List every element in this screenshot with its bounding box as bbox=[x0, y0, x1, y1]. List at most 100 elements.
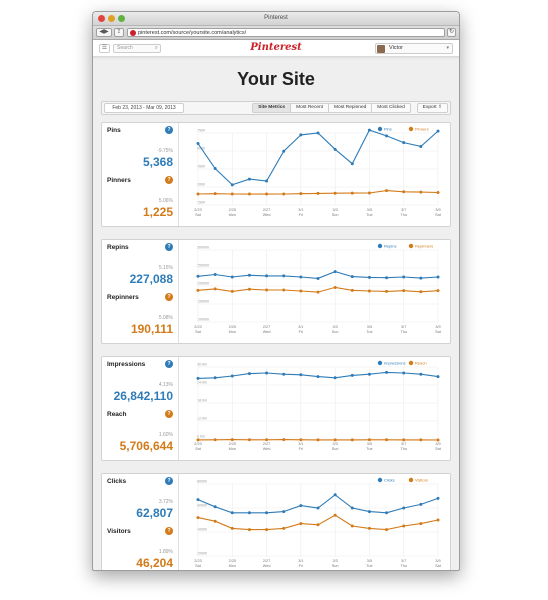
data-point bbox=[316, 506, 320, 510]
data-point bbox=[385, 370, 389, 374]
x-tick-label: 3/7 bbox=[401, 559, 406, 563]
minimize-window-button[interactable] bbox=[108, 15, 115, 22]
y-tick-label: 30.0m bbox=[197, 363, 207, 367]
y-tick-label: 300000 bbox=[197, 246, 209, 250]
close-window-button[interactable] bbox=[98, 15, 105, 22]
tab-site-metrics[interactable]: Site Metrics bbox=[252, 103, 292, 113]
date-range-picker[interactable]: Feb 23, 2013 - Mar 09, 2013 bbox=[104, 103, 184, 113]
title-bar: Pinterest bbox=[93, 12, 459, 26]
x-tick-label: Mon bbox=[229, 213, 236, 217]
data-point bbox=[282, 274, 286, 278]
data-point bbox=[402, 371, 406, 375]
data-point bbox=[367, 275, 371, 279]
x-tick-label: 2/27 bbox=[263, 559, 270, 563]
data-point bbox=[350, 373, 354, 377]
data-point bbox=[230, 374, 234, 378]
data-point bbox=[299, 522, 303, 526]
data-point bbox=[247, 192, 251, 196]
x-tick-label: 3/7 bbox=[401, 208, 406, 212]
x-tick-label: 2/27 bbox=[263, 208, 270, 212]
series-line bbox=[197, 514, 439, 531]
data-point bbox=[299, 373, 303, 377]
search-icon: ⌕ bbox=[154, 45, 158, 51]
metric-stats: Pins ? -9.75% 5,368 Pinners ? 5.06% 1,22… bbox=[102, 123, 179, 226]
metric-change: -9.75% bbox=[157, 148, 173, 154]
tab-most-repinned[interactable]: Most Repinned bbox=[329, 103, 373, 113]
data-point bbox=[213, 438, 217, 442]
metric-value: 5,706,644 bbox=[119, 439, 173, 453]
data-point bbox=[213, 519, 217, 523]
legend-label: Repins bbox=[384, 244, 396, 249]
x-tick-label: Wed bbox=[263, 213, 271, 217]
x-tick-label: Sat bbox=[195, 330, 202, 334]
share-icon[interactable]: ⇪ bbox=[114, 28, 124, 37]
data-point bbox=[316, 375, 320, 379]
back-forward-button[interactable]: ◀▶ bbox=[96, 28, 112, 37]
info-icon[interactable]: ? bbox=[165, 126, 173, 134]
data-point bbox=[265, 288, 269, 292]
x-tick-label: 2/27 bbox=[263, 442, 270, 446]
data-point bbox=[230, 192, 234, 196]
info-icon[interactable]: ? bbox=[165, 527, 173, 535]
data-point bbox=[402, 275, 406, 279]
info-icon[interactable]: ? bbox=[165, 176, 173, 184]
x-tick-label: Fri bbox=[299, 447, 304, 451]
maximize-window-button[interactable] bbox=[118, 15, 125, 22]
x-tick-label: Tue bbox=[366, 564, 372, 568]
legend-label: Clicks bbox=[384, 478, 395, 483]
data-point bbox=[385, 528, 389, 532]
metric-change: 1.60% bbox=[158, 432, 173, 438]
tab-most-clicked[interactable]: Most Clicked bbox=[372, 103, 411, 113]
data-point bbox=[385, 438, 389, 442]
series-line bbox=[197, 129, 439, 186]
info-icon[interactable]: ? bbox=[165, 293, 173, 301]
metric-tabs: Site Metrics Most Recent Most Repinned M… bbox=[252, 103, 448, 113]
y-tick-label: 7500 bbox=[197, 129, 205, 133]
data-point bbox=[402, 289, 406, 293]
info-icon[interactable]: ? bbox=[165, 410, 173, 418]
export-button[interactable]: Export ⇪ bbox=[416, 103, 448, 113]
data-point bbox=[402, 506, 406, 510]
search-input[interactable]: Search ⌕ bbox=[113, 44, 161, 53]
data-point bbox=[196, 438, 200, 442]
data-point bbox=[402, 524, 406, 528]
legend-swatch bbox=[408, 360, 414, 366]
data-point bbox=[265, 274, 269, 278]
data-point bbox=[367, 438, 371, 442]
menu-icon[interactable]: ☰ bbox=[99, 44, 110, 53]
y-tick-label: 4500 bbox=[197, 165, 205, 169]
pinterest-header: ☰ Search ⌕ Pinterest Victor ▾ bbox=[93, 40, 459, 57]
data-point bbox=[333, 376, 337, 380]
info-icon[interactable]: ? bbox=[165, 477, 173, 485]
x-tick-label: 2/23 bbox=[194, 442, 201, 446]
tab-most-recent[interactable]: Most Recent bbox=[291, 103, 330, 113]
metric-change: 5.08% bbox=[158, 315, 173, 321]
info-icon[interactable]: ? bbox=[165, 360, 173, 368]
data-point bbox=[247, 287, 251, 291]
secondary-metric: Visitors ? 1.89% 46,204 bbox=[107, 526, 173, 570]
reload-icon[interactable]: ↻ bbox=[447, 28, 456, 37]
x-tick-label: 3/3 bbox=[333, 325, 338, 329]
x-tick-label: 2/27 bbox=[263, 325, 270, 329]
data-point bbox=[316, 276, 320, 280]
url-field[interactable]: pinterest.com/source/yoursite.com/analyt… bbox=[127, 28, 445, 37]
x-tick-label: 3/5 bbox=[367, 442, 372, 446]
data-point bbox=[316, 290, 320, 294]
metric-panel: Clicks ? 3.72% 62,807 Visitors ? 1.89% 4… bbox=[101, 473, 451, 570]
x-tick-label: 3/3 bbox=[333, 559, 338, 563]
x-tick-label: 2/23 bbox=[194, 325, 201, 329]
pinterest-logo[interactable]: Pinterest bbox=[250, 42, 302, 53]
metric-label: Repinners bbox=[107, 294, 139, 301]
data-point bbox=[213, 192, 217, 196]
user-menu-button[interactable]: Victor ▾ bbox=[375, 43, 453, 54]
x-tick-label: 3/9 bbox=[435, 559, 440, 563]
legend-swatch bbox=[408, 477, 414, 483]
y-tick-label: 200000 bbox=[197, 282, 209, 286]
data-point bbox=[367, 191, 371, 195]
x-tick-label: Thu bbox=[400, 330, 407, 334]
data-point bbox=[385, 276, 389, 280]
y-tick-label: 150000 bbox=[197, 300, 209, 304]
info-icon[interactable]: ? bbox=[165, 243, 173, 251]
secondary-metric: Pinners ? 5.06% 1,225 bbox=[107, 175, 173, 225]
x-tick-label: Wed bbox=[263, 564, 271, 568]
